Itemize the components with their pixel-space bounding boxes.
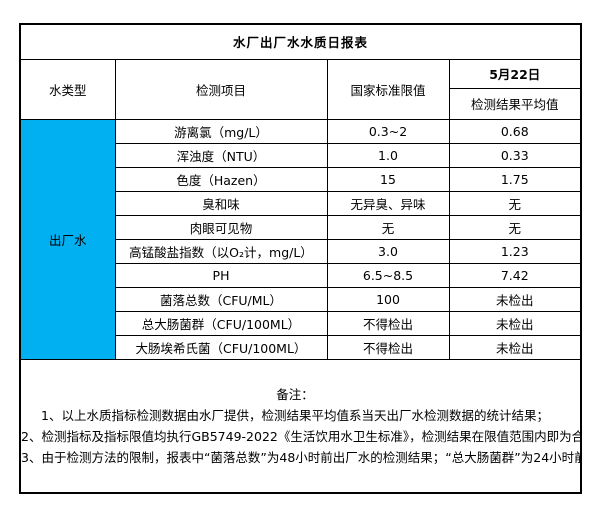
cell-item: PH	[114, 262, 328, 288]
cell-limit: 不得检出	[326, 334, 450, 360]
table-row: 出厂水 游离氯（mg/L） 0.3~2 0.68	[19, 118, 582, 360]
cell-result: 1.75	[448, 166, 582, 192]
notes-label: 备注：	[276, 386, 314, 402]
table-row: 大肠埃希氏菌（CFU/100ML） 不得检出 未检出	[20, 334, 582, 360]
header-item: 检测项目	[114, 58, 328, 120]
cell-limit: 100	[326, 286, 450, 312]
cell-limit: 无异臭、异味	[326, 190, 450, 216]
cell-result: 0.68	[448, 118, 582, 144]
water-type-cell: 出厂水	[19, 118, 116, 360]
note-line: 1、以上水质指标检测数据由水厂提供，检测结果平均值系当天出厂水检测数据的统计结果…	[41, 407, 549, 423]
table-row: 臭和味 无异臭、异味 无	[20, 190, 582, 216]
cell-limit: 15	[326, 166, 450, 192]
cell-result: 未检出	[448, 334, 582, 360]
cell-result: 无	[448, 190, 582, 216]
table-row: 色度（Hazen） 15 1.75	[20, 166, 582, 192]
cell-item: 高锰酸盐指数（以O₂计，mg/L）	[114, 238, 328, 264]
table-row: 总大肠菌群（CFU/100ML） 不得检出 未检出	[20, 310, 582, 336]
note-line: 3、由于检测方法的限制，报表中“菌落总数”为48小时前出厂水的检测结果；“总大肠…	[21, 449, 580, 465]
header-row: 水类型 检测项目 国家标准限值 5月22日	[19, 58, 582, 120]
notes-row: 备注： 1、以上水质指标检测数据由水厂提供，检测结果平均值系当天出厂水检测数据的…	[19, 358, 582, 494]
cell-limit: 不得检出	[326, 310, 450, 336]
cell-item: 浑浊度（NTU）	[114, 142, 328, 168]
cell-limit: 6.5~8.5	[326, 262, 450, 288]
table-row: 高锰酸盐指数（以O₂计，mg/L） 3.0 1.23	[20, 238, 582, 264]
cell-item: 大肠埃希氏菌（CFU/100ML）	[114, 334, 328, 360]
cell-result: 7.42	[448, 262, 582, 288]
table-row: 浑浊度（NTU） 1.0 0.33	[20, 142, 582, 168]
cell-limit: 0.3~2	[326, 118, 450, 144]
cell-item: 菌落总数（CFU/ML）	[114, 286, 328, 312]
cell-limit: 无	[326, 214, 450, 240]
table-row: 肉眼可见物 无 无	[20, 214, 582, 240]
table-row: PH 6.5~8.5 7.42	[20, 262, 582, 288]
cell-item: 臭和味	[114, 190, 328, 216]
report-title: 水厂出厂水水质日报表	[19, 23, 582, 60]
header-standard-limit: 国家标准限值	[326, 58, 450, 120]
cell-result: 未检出	[448, 310, 582, 336]
table-row: 菌落总数（CFU/ML） 100 未检出	[20, 286, 582, 312]
header-subrow: 检测结果平均值	[20, 87, 582, 120]
note-line: 2、检测指标及指标限值均执行GB5749-2022《生活饮用水卫生标准》，检测结…	[21, 428, 582, 444]
cell-item: 游离氯（mg/L）	[114, 118, 328, 144]
header-date: 5月22日	[448, 58, 582, 89]
cell-limit: 3.0	[326, 238, 450, 264]
header-water-type: 水类型	[19, 58, 116, 120]
cell-item: 总大肠菌群（CFU/100ML）	[114, 310, 328, 336]
cell-item: 色度（Hazen）	[114, 166, 328, 192]
cell-result: 未检出	[448, 286, 582, 312]
cell-limit: 1.0	[326, 142, 450, 168]
cell-item: 肉眼可见物	[114, 214, 328, 240]
title-row: 水厂出厂水水质日报表	[19, 23, 582, 60]
cell-result: 无	[448, 214, 582, 240]
header-result-avg: 检测结果平均值	[448, 87, 582, 120]
cell-result: 0.33	[448, 142, 582, 168]
cell-result: 1.23	[448, 238, 582, 264]
water-quality-report-table: 水厂出厂水水质日报表 水类型 检测项目 国家标准限值 5月22日 检测结果平均值…	[19, 23, 583, 494]
notes-cell: 备注： 1、以上水质指标检测数据由水厂提供，检测结果平均值系当天出厂水检测数据的…	[19, 358, 582, 494]
